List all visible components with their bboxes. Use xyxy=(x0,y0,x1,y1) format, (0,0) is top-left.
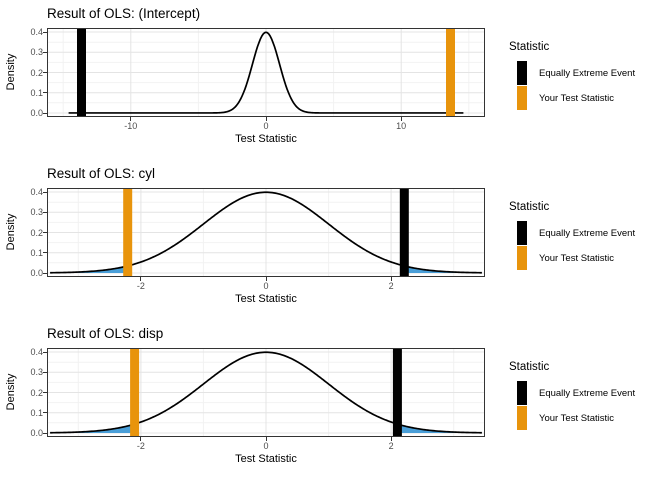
plot-panel xyxy=(47,188,485,277)
plot-title: Result of OLS: disp xyxy=(47,326,164,341)
y-tick-label: 0.3 xyxy=(30,367,43,378)
legend-label: Equally Extreme Event xyxy=(539,67,636,79)
y-tick-mark xyxy=(43,412,47,414)
y-tick-mark xyxy=(43,351,47,353)
y-tick-label: 0.4 xyxy=(30,27,43,37)
legend-label: Your Test Statistic xyxy=(539,92,614,104)
legend-title: Statistic xyxy=(509,41,550,53)
y-tick-mark xyxy=(43,272,47,274)
x-tick-label: -2 xyxy=(136,441,145,451)
legend: Statistic Equally Extreme Event Your Tes… xyxy=(509,361,635,430)
y-tick-mark xyxy=(43,112,47,114)
y-tick-label: 0.2 xyxy=(30,67,43,78)
legend-label: Your Test Statistic xyxy=(539,252,614,264)
x-tick-label: 2 xyxy=(388,441,394,451)
plot-panel xyxy=(47,28,485,117)
legend-key-equally-extreme-event xyxy=(517,221,527,245)
x-tick-mark xyxy=(400,117,402,121)
y-tick-mark xyxy=(43,392,47,393)
y-tick-label: 0.4 xyxy=(30,187,43,197)
legend-key-your-test-statistic xyxy=(517,246,527,270)
y-tick-label: 0.4 xyxy=(30,347,43,357)
legend-label: Your Test Statistic xyxy=(539,412,614,424)
x-tick-label: 10 xyxy=(396,121,407,131)
y-tick-label: 0.0 xyxy=(30,268,43,278)
x-tick-label: 0 xyxy=(263,281,269,291)
x-tick-label: 0 xyxy=(263,441,269,451)
y-tick-mark xyxy=(43,92,47,94)
y-tick-label: 0.1 xyxy=(30,247,43,258)
y-tick-mark xyxy=(43,72,47,73)
legend-key-equally-extreme-event xyxy=(517,61,527,85)
plot-ols-intercept: Result of OLS: (Intercept) Density -10 0 1… xyxy=(0,0,672,160)
x-tick-label: -2 xyxy=(136,281,145,291)
plot-panel xyxy=(47,348,485,437)
x-tick-mark xyxy=(390,437,392,441)
legend-item-equally-extreme-event: Equally Extreme Event xyxy=(509,221,635,245)
legend-label: Equally Extreme Event xyxy=(539,387,636,399)
y-tick-label: 0.0 xyxy=(30,108,43,118)
legend-item-equally-extreme-event: Equally Extreme Event xyxy=(509,381,635,405)
x-tick-mark xyxy=(140,277,142,281)
x-tick-mark xyxy=(265,437,267,441)
legend: Statistic Equally Extreme Event Your Tes… xyxy=(509,41,635,110)
y-tick-label: 0.3 xyxy=(30,207,43,218)
y-tick-label: 0.3 xyxy=(30,47,43,58)
y-tick-label: 0.1 xyxy=(30,87,43,98)
legend-key-your-test-statistic xyxy=(517,406,527,430)
x-tick-mark xyxy=(140,437,142,441)
y-tick-label: 0.0 xyxy=(30,428,43,438)
density-chart xyxy=(47,348,485,437)
x-tick-mark xyxy=(130,117,132,121)
y-tick-mark xyxy=(43,211,47,213)
x-tick-label: 0 xyxy=(263,121,269,131)
plot-ols-disp: Result of OLS: disp Density -2 0 2 0.0 0.1 0.… xyxy=(0,320,672,480)
legend-label: Equally Extreme Event xyxy=(539,227,636,239)
x-tick-label: 2 xyxy=(388,281,394,291)
y-tick-label: 0.2 xyxy=(30,387,43,398)
y-tick-label: 0.2 xyxy=(30,227,43,238)
y-tick-mark xyxy=(43,232,47,233)
legend-title: Statistic xyxy=(509,361,550,373)
legend-item-your-test-statistic: Your Test Statistic xyxy=(509,246,635,270)
y-tick-mark xyxy=(43,191,47,193)
y-tick-mark xyxy=(43,252,47,254)
y-tick-mark xyxy=(43,371,47,373)
density-chart xyxy=(47,188,485,277)
x-tick-mark xyxy=(265,277,267,281)
y-tick-mark xyxy=(43,432,47,434)
x-axis-title: Test Statistic xyxy=(235,133,297,145)
legend-key-equally-extreme-event xyxy=(517,381,527,405)
plot-title: Result of OLS: (Intercept) xyxy=(47,6,201,21)
legend-item-equally-extreme-event: Equally Extreme Event xyxy=(509,61,635,85)
legend-title: Statistic xyxy=(509,201,550,213)
y-tick-mark xyxy=(43,31,47,33)
legend-item-your-test-statistic: Your Test Statistic xyxy=(509,86,635,110)
legend-key-your-test-statistic xyxy=(517,86,527,110)
plot-title: Result of OLS: cyl xyxy=(47,166,156,181)
legend: Statistic Equally Extreme Event Your Tes… xyxy=(509,201,635,270)
legend-item-your-test-statistic: Your Test Statistic xyxy=(509,406,635,430)
x-tick-mark xyxy=(390,277,392,281)
x-tick-label: -10 xyxy=(124,121,138,131)
plot-ols-cyl: Result of OLS: cyl Density -2 0 2 0.0 0.1 0.2… xyxy=(0,160,672,320)
density-chart xyxy=(47,28,485,117)
y-tick-mark xyxy=(43,51,47,53)
x-tick-mark xyxy=(265,117,267,121)
x-axis-title: Test Statistic xyxy=(235,453,297,465)
y-tick-label: 0.1 xyxy=(30,407,43,418)
x-axis-title: Test Statistic xyxy=(235,293,297,305)
